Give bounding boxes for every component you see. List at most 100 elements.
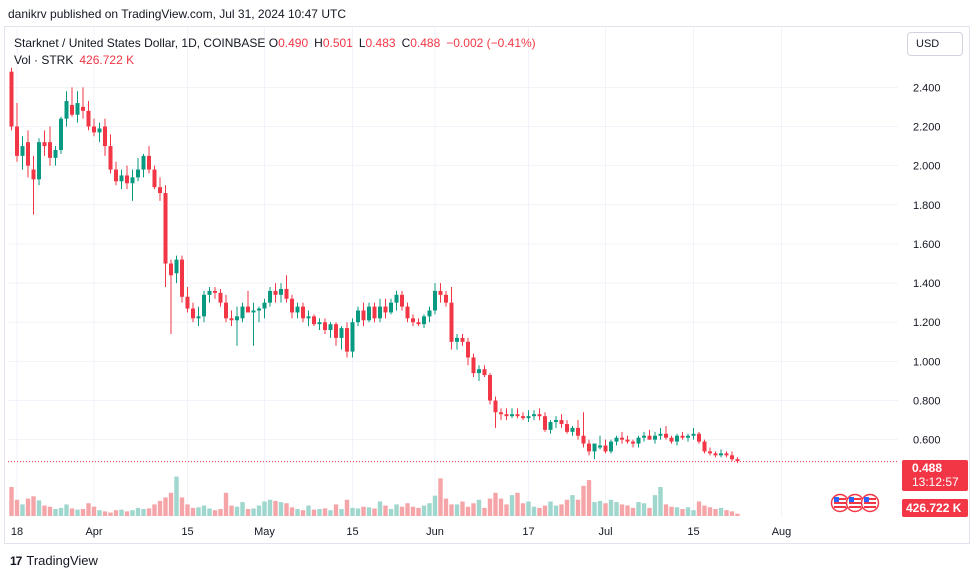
us-flag-icon[interactable] [860, 493, 880, 513]
volume-bar [69, 508, 75, 516]
volume-bar [234, 506, 240, 516]
candle [334, 322, 338, 346]
volume-label[interactable]: Vol · STRK [14, 53, 74, 67]
candle [444, 290, 448, 307]
volume-bar [322, 508, 328, 516]
volume-bar [102, 511, 108, 516]
candle [196, 306, 201, 327]
candle [658, 427, 663, 440]
volume-bar [174, 476, 179, 516]
volume-bar [553, 505, 559, 516]
candle [141, 153, 146, 178]
candle [224, 294, 228, 323]
volume-bar [707, 507, 713, 516]
volume-bar [487, 498, 493, 516]
candle [125, 165, 129, 190]
candle [433, 283, 437, 315]
volume-bar [432, 495, 438, 516]
volume-bar [636, 502, 641, 516]
volume-bar [647, 507, 652, 516]
volume-bar [333, 504, 339, 516]
x-tick-label: 15 [346, 526, 358, 538]
volume-bar [317, 509, 322, 516]
candle [42, 130, 47, 156]
candle [174, 255, 179, 284]
candle [565, 420, 569, 434]
time-axis[interactable]: 18 Apr 15 May 15 Jun 17 Jul 15 Aug [11, 526, 791, 538]
volume-bar [377, 501, 383, 516]
candle [526, 410, 531, 423]
volume-bar [245, 509, 251, 516]
volume-bar [130, 510, 135, 516]
y-tick-label: 2.400 [913, 82, 941, 94]
volume-bar [152, 504, 157, 516]
volume-bar [190, 507, 196, 516]
volume-bar [350, 507, 355, 516]
open-label: O [268, 36, 279, 50]
volume-bar [135, 507, 141, 516]
volume-bar [86, 503, 91, 516]
volume-bar [75, 509, 80, 516]
volume-bar [608, 499, 614, 516]
candle [438, 283, 443, 303]
price-axis[interactable]: 2.400 2.200 2.000 1.800 1.600 1.400 1.200 1.000… [913, 82, 941, 446]
volume-bar [20, 504, 25, 516]
volume-bar [427, 503, 432, 516]
candle [405, 302, 410, 323]
candle [620, 431, 624, 444]
volume-bar [460, 501, 465, 516]
candle [15, 103, 19, 162]
candle [697, 431, 701, 444]
candle [323, 318, 327, 334]
volume-bar [454, 504, 460, 516]
candle [521, 412, 525, 421]
candle [268, 286, 272, 307]
candle [499, 408, 503, 421]
price-badge: 0.488 13:12:57 [902, 460, 968, 491]
us-flag-icon[interactable] [845, 493, 865, 513]
candle [279, 283, 283, 303]
volume-badge: 426.722 K [902, 499, 968, 517]
volume-bar [372, 508, 377, 516]
currency-button[interactable]: USD [907, 32, 963, 56]
volume-bar [630, 507, 636, 516]
candle [257, 306, 261, 323]
candle [686, 433, 690, 442]
candle [702, 439, 707, 454]
symbol-title[interactable]: Starknet / United States Dollar, 1D, COI… [14, 36, 266, 50]
candle [48, 126, 52, 166]
tradingview-footer[interactable]: 17 TradingView [10, 553, 98, 568]
candle [664, 425, 668, 440]
x-tick-label: Jul [598, 526, 612, 538]
candle [273, 283, 278, 303]
publish-info: danikrv published on TradingView.com, Ju… [8, 7, 346, 21]
volume-bar [58, 507, 64, 516]
price-badge-value: 0.488 [912, 461, 942, 475]
volume-bar [218, 509, 223, 516]
y-tick-label: 1.400 [913, 278, 941, 290]
candle [37, 138, 41, 186]
volume-bar [509, 495, 515, 516]
volume-bar [564, 499, 570, 516]
volume-bar [685, 507, 691, 516]
us-flag-icon[interactable] [830, 493, 850, 513]
volume-bar [410, 506, 416, 516]
volume-bars [9, 476, 740, 516]
price-badge-countdown: 13:12:57 [912, 475, 959, 489]
volume-bar [108, 512, 113, 516]
candle [460, 333, 465, 346]
y-tick-label: 2.200 [913, 122, 941, 134]
volume-bar [9, 487, 14, 516]
volume-bar [388, 509, 394, 516]
candle [422, 314, 426, 329]
candle [691, 427, 696, 440]
event-markers[interactable] [830, 493, 880, 513]
candle [559, 414, 564, 428]
volume-bar [691, 510, 696, 516]
volume-bar [465, 506, 471, 516]
volume-bar [520, 503, 526, 516]
x-tick-label: 17 [522, 526, 534, 538]
volume-bar [471, 503, 476, 516]
y-tick-label: 0.600 [913, 435, 941, 447]
